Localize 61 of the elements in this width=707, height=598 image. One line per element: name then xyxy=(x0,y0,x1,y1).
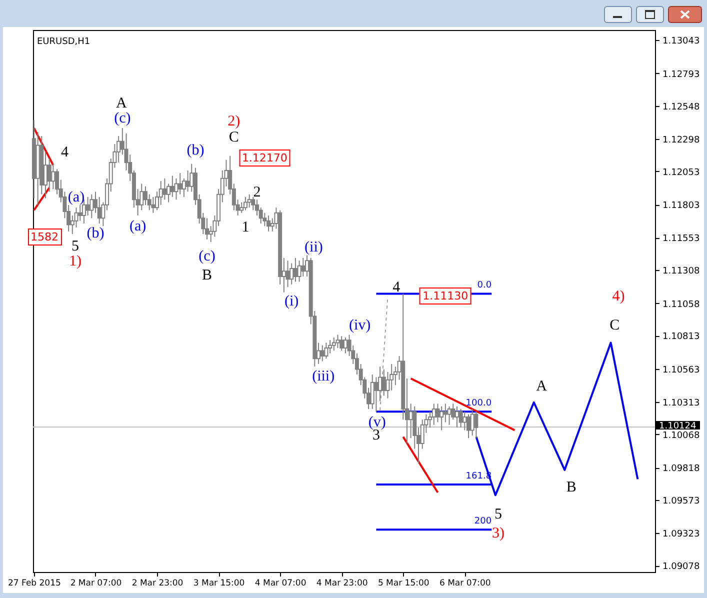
annotation: C xyxy=(610,318,620,334)
y-tick-label: 1.11803 xyxy=(662,201,700,212)
annotation: (iii) xyxy=(312,368,335,384)
annotation: A xyxy=(536,378,547,394)
y-tick-label: 1.12298 xyxy=(662,135,700,146)
text: EURUSD,H1 xyxy=(37,37,90,47)
annotation: 1.12170 xyxy=(238,150,290,166)
y-tick-label: 1.09323 xyxy=(662,530,700,540)
ref-line-label: 1.10124 xyxy=(659,421,696,432)
y-tick-label: 1.12793 xyxy=(662,70,700,80)
annotation: 1 xyxy=(242,220,250,236)
annotation: 5 xyxy=(72,238,80,254)
annotation: 2 xyxy=(253,184,261,200)
x-tick-label: 6 Mar 07:00 xyxy=(439,578,491,588)
annotation: (b) xyxy=(186,142,204,158)
annotation: 4 xyxy=(60,144,68,160)
x-tick-label: 5 Mar 15:00 xyxy=(378,578,430,588)
y-tick-label: 1.09078 xyxy=(662,562,700,572)
annotation: B xyxy=(202,268,212,284)
x-tick-label: 2 Mar 23:00 xyxy=(132,578,184,588)
annotation: (i) xyxy=(284,294,299,310)
y-tick-label: 1.12053 xyxy=(662,168,700,178)
y-tick-label: 1.12548 xyxy=(662,102,700,112)
x-tick-label: 4 Mar 07:00 xyxy=(254,578,306,588)
y-tick-label: 1.13043 xyxy=(662,36,700,47)
annotation: 2) xyxy=(228,114,240,130)
x-tick-label: 3 Mar 15:00 xyxy=(193,578,245,588)
annotation: B xyxy=(566,480,576,496)
y-tick-label: 1.09573 xyxy=(662,496,700,507)
y-tick-label: 1.11553 xyxy=(662,234,700,244)
annotation: (iv) xyxy=(349,318,371,334)
y-tick-label: 1.11308 xyxy=(662,266,700,277)
annotation: (a) xyxy=(68,190,85,206)
annotation: 1) xyxy=(69,254,82,270)
annotation: 5 xyxy=(494,506,502,522)
annotation: 1582 xyxy=(28,228,62,246)
y-tick-label: 1.10068 xyxy=(662,430,700,441)
annotation: (a) xyxy=(129,218,146,234)
annotation: (c) xyxy=(114,110,131,126)
annotation: 1.11130 xyxy=(420,288,472,304)
series-label: 200 xyxy=(474,516,492,527)
annotation: 3 xyxy=(372,428,380,444)
x-tick-label: 27 Feb 2015 xyxy=(8,578,61,588)
y-tick-label: 1.09818 xyxy=(662,464,700,474)
annotation: 4) xyxy=(612,288,625,304)
annotation: 3) xyxy=(492,526,505,542)
annotation: (v) xyxy=(368,414,386,430)
x-tick-label: 4 Mar 23:00 xyxy=(316,578,368,588)
annotation: (c) xyxy=(198,248,216,264)
annotation: 4 xyxy=(392,280,400,296)
annotation: C xyxy=(228,130,239,146)
y-tick-label: 1.10813 xyxy=(662,332,700,342)
annotation: (ii) xyxy=(304,240,323,256)
y-tick-label: 1.10313 xyxy=(662,398,700,408)
x-tick-label: 2 Mar 07:00 xyxy=(70,578,122,588)
annotation: A xyxy=(116,96,127,112)
series-label: 100.0 xyxy=(466,398,492,409)
annotation: (b) xyxy=(86,226,104,242)
y-tick-label: 1.10563 xyxy=(662,365,700,376)
y-tick-label: 1.11058 xyxy=(662,300,700,310)
series-label: 0.0 xyxy=(477,280,492,291)
